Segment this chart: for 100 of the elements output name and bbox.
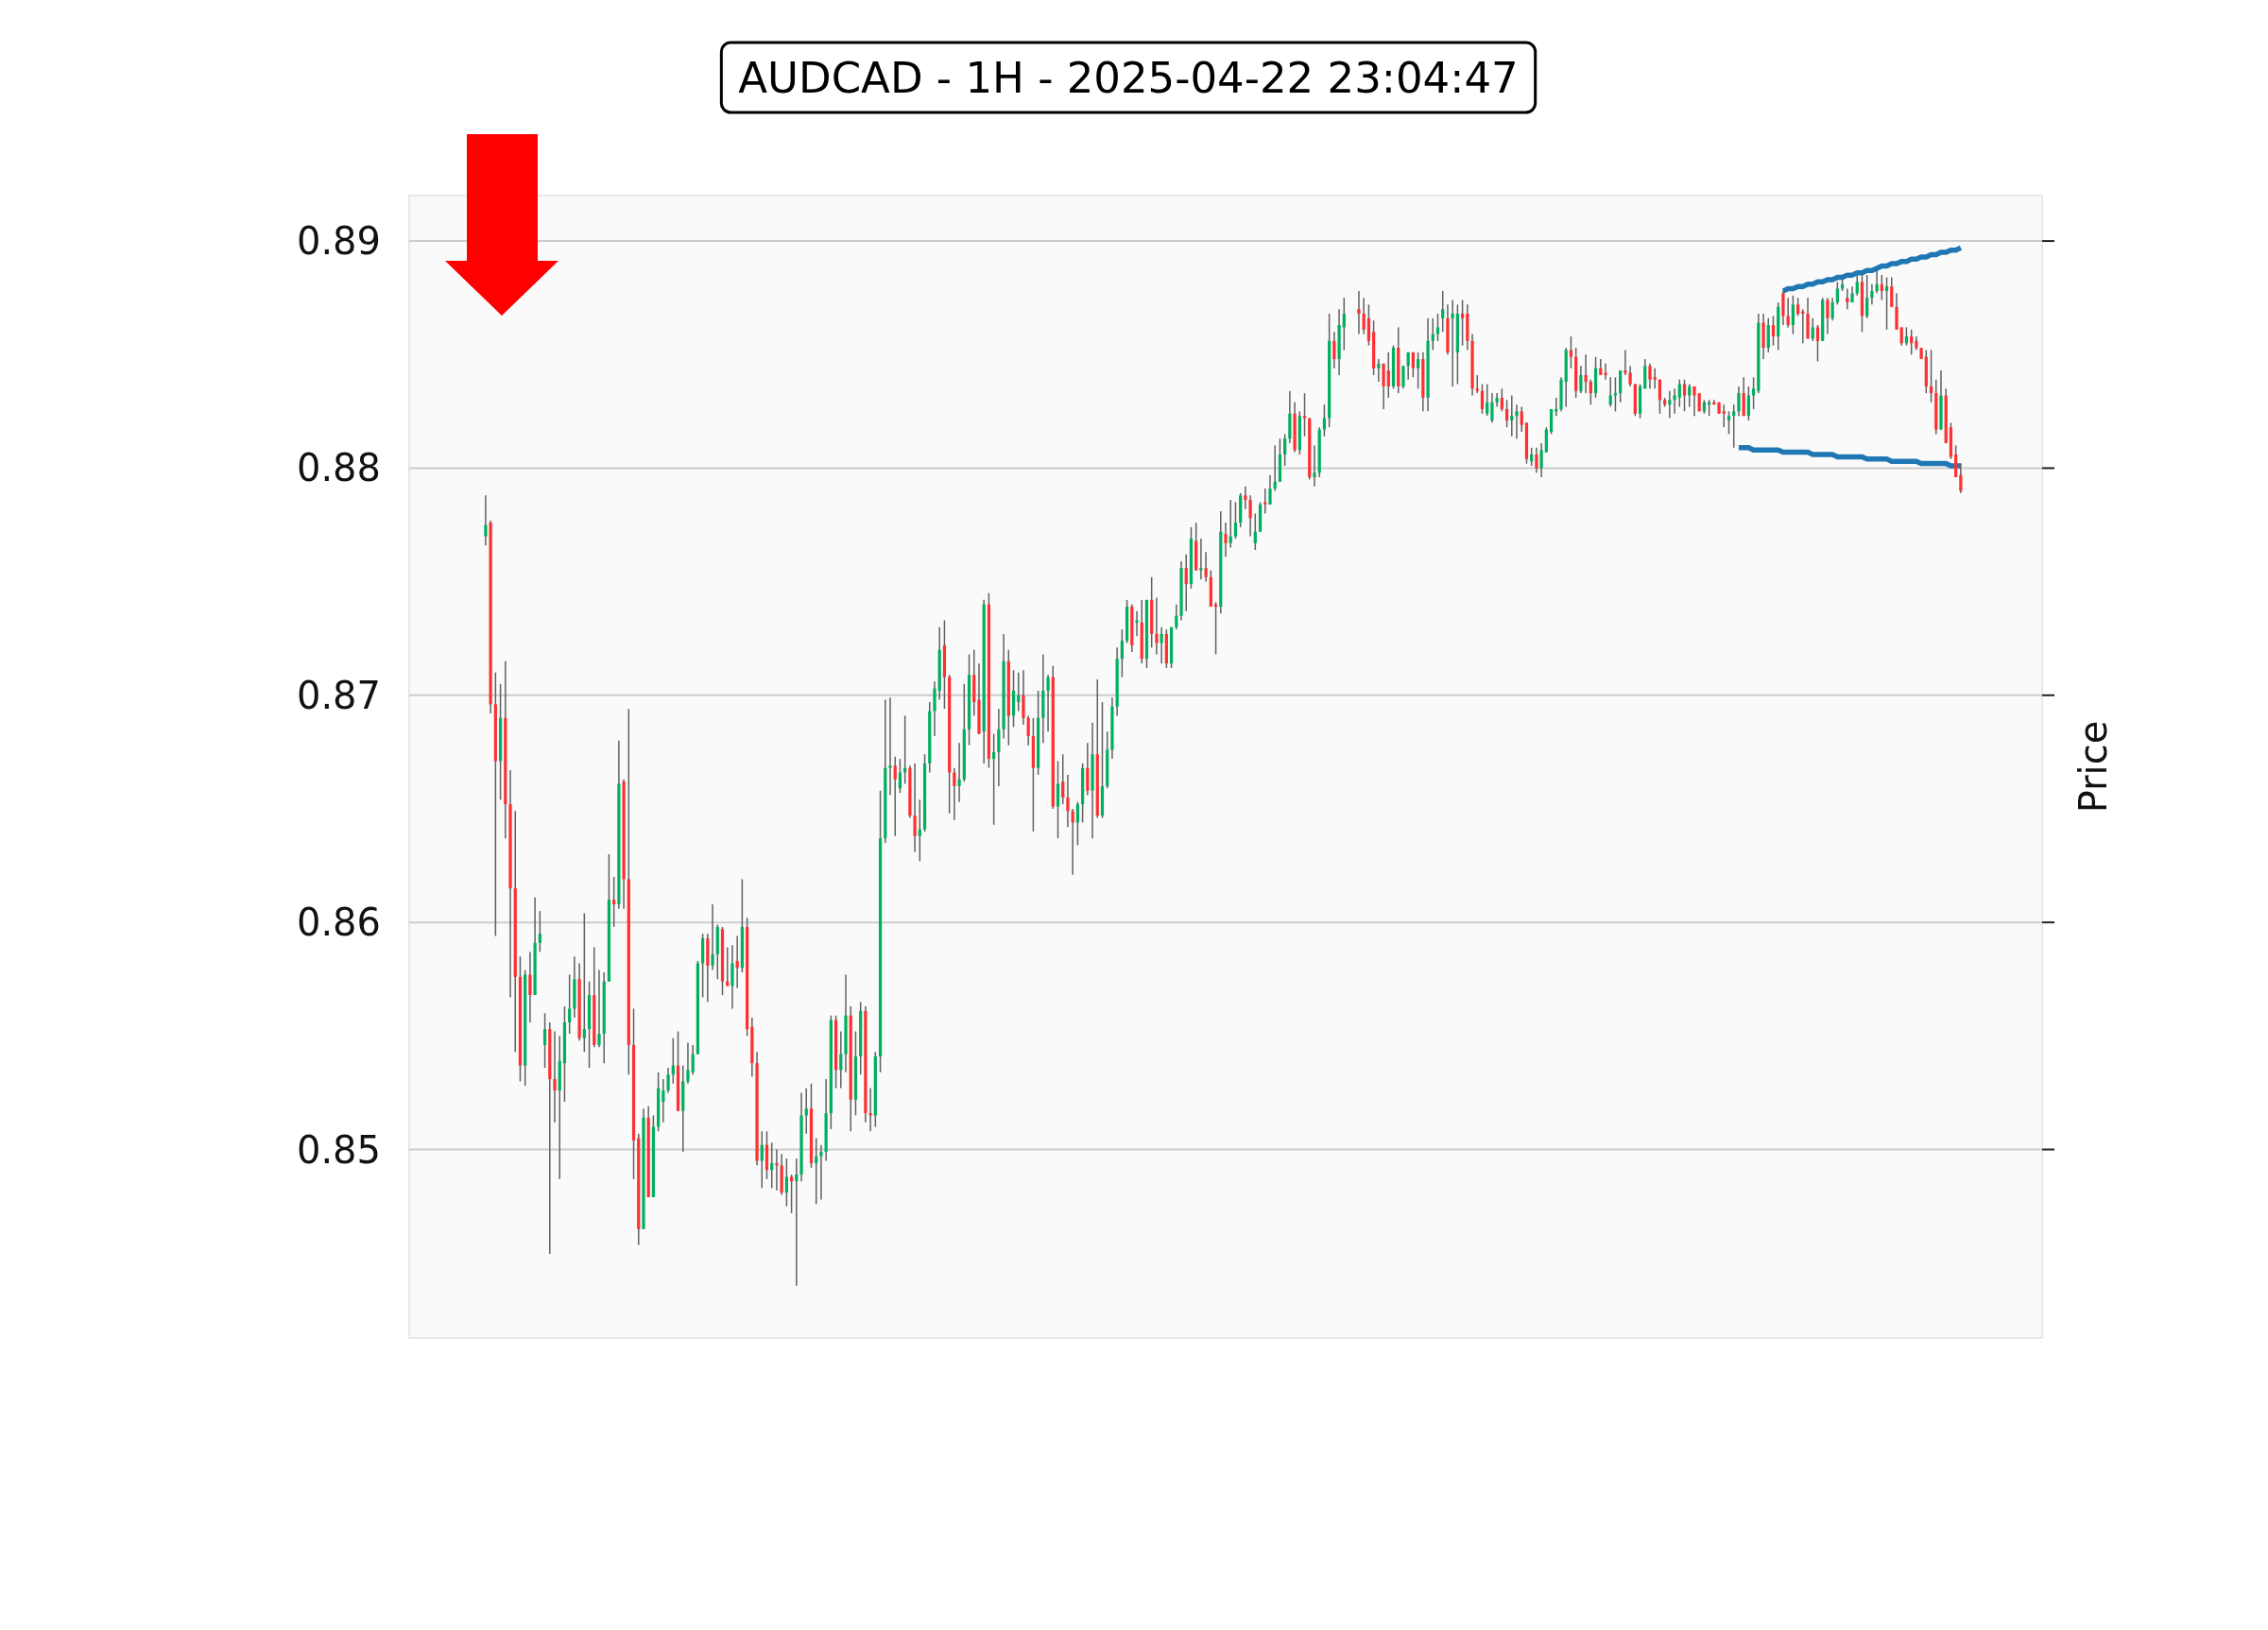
candlestick	[1066, 774, 1070, 828]
candlestick	[1199, 538, 1203, 580]
candlestick	[1569, 335, 1573, 369]
candlestick	[1870, 283, 1874, 306]
candlestick	[1071, 808, 1074, 876]
candlestick	[903, 714, 907, 785]
candlestick	[1732, 403, 1736, 449]
candlestick	[1875, 269, 1879, 295]
candlestick	[1826, 297, 1830, 335]
candlestick	[1613, 376, 1618, 413]
candlestick	[1224, 522, 1228, 558]
candlestick	[1302, 392, 1307, 438]
candlestick	[1332, 331, 1336, 369]
candlestick	[1751, 376, 1756, 410]
candlestick	[1530, 447, 1534, 467]
candlestick	[1495, 392, 1499, 408]
candlestick	[1401, 365, 1405, 390]
candlestick	[1322, 403, 1327, 438]
candlestick	[1727, 410, 1731, 436]
candlestick	[1692, 386, 1696, 417]
candlestick	[1673, 387, 1676, 415]
candlestick	[1175, 603, 1178, 630]
y-tick-label: 0.87	[296, 673, 381, 717]
candlestick	[760, 1130, 764, 1190]
candlestick	[789, 1174, 794, 1214]
candlestick	[686, 1041, 690, 1085]
candlestick	[1228, 499, 1232, 549]
candlestick	[1510, 394, 1514, 438]
candlestick	[1135, 610, 1139, 638]
candlestick	[1486, 383, 1489, 417]
candlestick	[1386, 352, 1390, 399]
candlestick	[1811, 317, 1814, 342]
candlestick	[1830, 297, 1834, 321]
candlestick	[1796, 297, 1800, 317]
y-axis-title: Price	[2071, 720, 2115, 814]
candlestick	[770, 1141, 774, 1190]
candlestick	[1160, 626, 1163, 664]
candlestick	[913, 763, 917, 853]
candlestick	[1589, 378, 1592, 405]
candlestick	[1584, 353, 1588, 394]
candlestick	[1475, 374, 1479, 394]
candlestick	[1120, 628, 1124, 678]
candlestick	[1480, 383, 1485, 415]
y-tick-label: 0.89	[296, 219, 381, 264]
candlestick	[1268, 473, 1272, 506]
candlestick	[1490, 392, 1494, 424]
candlestick	[893, 755, 897, 837]
candlestick	[775, 1148, 779, 1192]
candlestick	[1155, 596, 1159, 656]
candlestick	[1451, 299, 1454, 387]
candlestick	[553, 1030, 557, 1124]
candlestick	[957, 742, 961, 803]
candlestick	[1313, 444, 1316, 488]
candlestick	[1658, 378, 1662, 415]
candlestick	[888, 696, 892, 797]
candlestick	[582, 912, 586, 1053]
candlestick	[666, 1067, 670, 1094]
candlestick	[1435, 313, 1440, 342]
candlestick	[1500, 387, 1503, 413]
candlestick	[735, 935, 739, 989]
candlestick	[1504, 399, 1509, 428]
candlestick	[1628, 365, 1632, 387]
candlestick	[1520, 405, 1523, 433]
y-tick-label: 0.86	[296, 901, 381, 945]
candlestick	[1910, 329, 1914, 355]
candlestick	[1248, 494, 1252, 538]
candlestick	[784, 1158, 788, 1208]
candlestick	[1855, 274, 1859, 297]
candlestick	[1815, 324, 1820, 363]
candlestick	[528, 951, 532, 1023]
candlestick	[1273, 444, 1277, 492]
candlestick	[1362, 297, 1366, 335]
candlestick	[1244, 485, 1247, 510]
candlestick	[691, 1044, 695, 1075]
candlestick	[1283, 433, 1287, 467]
candlestick	[918, 798, 921, 862]
candlestick	[1441, 290, 1445, 333]
candlestick	[804, 1087, 808, 1135]
candlestick	[484, 494, 488, 546]
candlestick	[1026, 714, 1030, 746]
candlestick	[1184, 554, 1188, 612]
candlestick	[1904, 326, 1909, 347]
candlestick	[1263, 488, 1267, 515]
candlestick	[1411, 352, 1415, 379]
candlestick	[815, 1137, 818, 1205]
candlestick	[662, 1078, 665, 1124]
candlestick	[819, 1143, 823, 1201]
candlestick	[795, 1158, 799, 1287]
candlestick	[1791, 295, 1795, 335]
candlestick	[1535, 447, 1538, 473]
candlestick	[597, 969, 601, 1049]
candlestick	[1682, 378, 1687, 413]
candlestick	[1046, 674, 1050, 732]
candlestick	[1061, 753, 1065, 805]
candlestick	[1075, 801, 1080, 847]
candlestick	[1460, 299, 1465, 347]
candlestick	[1357, 290, 1361, 335]
candlestick	[1865, 274, 1869, 319]
candlestick	[1677, 378, 1681, 408]
candlestick	[538, 910, 541, 953]
